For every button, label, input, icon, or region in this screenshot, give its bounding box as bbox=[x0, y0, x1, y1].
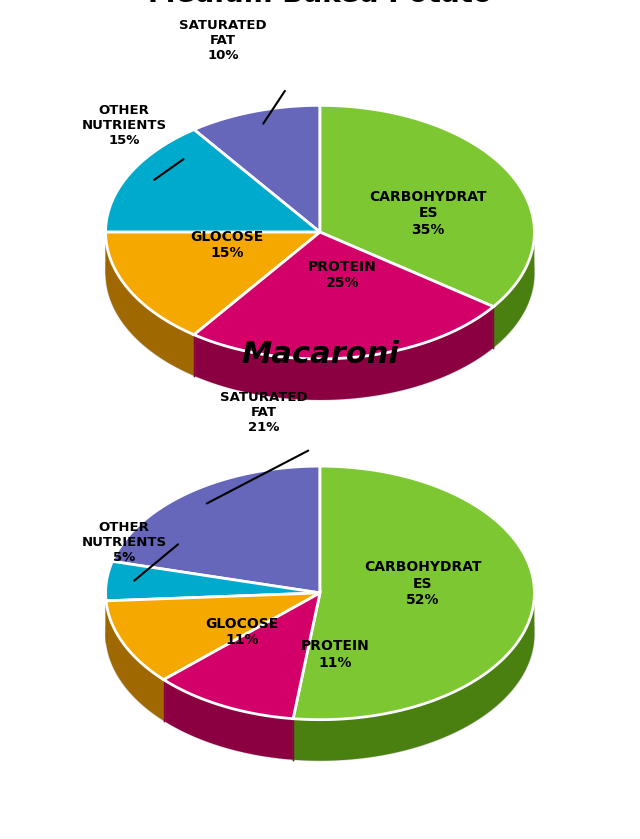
Polygon shape bbox=[106, 561, 320, 601]
Text: SATURATED
FAT
21%: SATURATED FAT 21% bbox=[220, 390, 308, 434]
Text: the nutritional consistency of two dinners: the nutritional consistency of two dinne… bbox=[8, 798, 632, 823]
Text: OTHER
NUTRIENTS
15%: OTHER NUTRIENTS 15% bbox=[82, 104, 167, 148]
Polygon shape bbox=[194, 232, 493, 359]
Polygon shape bbox=[106, 593, 320, 680]
Text: GLOCOSE
15%: GLOCOSE 15% bbox=[190, 230, 264, 260]
Polygon shape bbox=[106, 507, 534, 761]
Text: PROTEIN
25%: PROTEIN 25% bbox=[308, 260, 377, 290]
Polygon shape bbox=[493, 230, 534, 347]
Polygon shape bbox=[164, 680, 293, 759]
Polygon shape bbox=[113, 466, 320, 593]
Polygon shape bbox=[320, 106, 534, 306]
Text: CARBOHYDRAT
ES
35%: CARBOHYDRAT ES 35% bbox=[369, 190, 487, 237]
Polygon shape bbox=[293, 592, 534, 761]
Polygon shape bbox=[106, 146, 534, 400]
Polygon shape bbox=[293, 466, 534, 720]
Title: Macaroni: Macaroni bbox=[241, 340, 399, 369]
Text: OTHER
NUTRIENTS
5%: OTHER NUTRIENTS 5% bbox=[82, 521, 167, 564]
Polygon shape bbox=[106, 601, 164, 721]
Text: PROTEIN
11%: PROTEIN 11% bbox=[301, 639, 369, 670]
Title: Medium Baked Potato: Medium Baked Potato bbox=[148, 0, 492, 8]
Text: GLOCOSE
11%: GLOCOSE 11% bbox=[205, 617, 278, 647]
Text: CARBOHYDRAT
ES
52%: CARBOHYDRAT ES 52% bbox=[364, 560, 481, 607]
Polygon shape bbox=[194, 106, 320, 232]
Text: SATURATED
FAT
10%: SATURATED FAT 10% bbox=[179, 18, 267, 61]
Polygon shape bbox=[164, 593, 320, 719]
Polygon shape bbox=[106, 129, 320, 232]
Polygon shape bbox=[106, 232, 320, 335]
Polygon shape bbox=[194, 306, 493, 400]
Polygon shape bbox=[106, 232, 194, 376]
